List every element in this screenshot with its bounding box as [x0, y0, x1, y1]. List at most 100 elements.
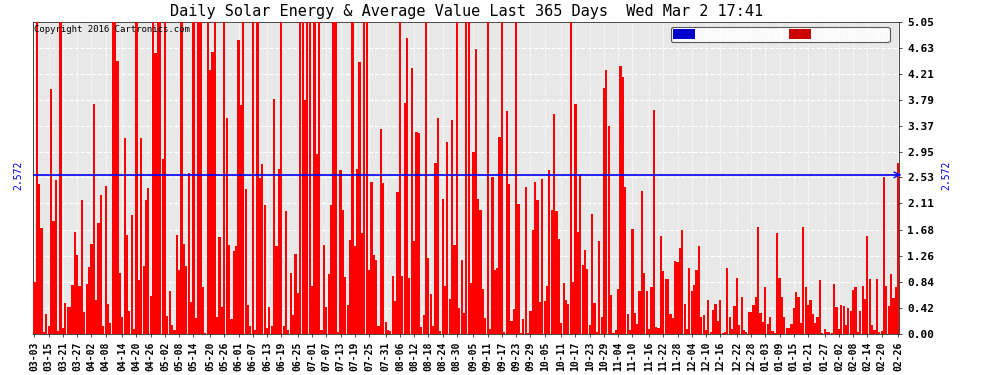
Bar [173, 330, 175, 334]
Bar [849, 311, 851, 334]
Title: Daily Solar Energy & Average Value Last 365 Days  Wed Mar 2 17:41: Daily Solar Energy & Average Value Last … [169, 4, 763, 19]
Text: 2.572: 2.572 [13, 160, 23, 189]
Bar [805, 287, 807, 334]
Bar [442, 199, 444, 334]
Bar [496, 268, 498, 334]
Bar [420, 327, 423, 334]
Bar [124, 138, 126, 334]
Bar [435, 162, 437, 334]
Bar [655, 327, 657, 334]
Bar [501, 12, 503, 334]
Bar [676, 262, 678, 334]
Bar [522, 319, 525, 334]
Bar [824, 329, 826, 334]
Bar [608, 126, 610, 334]
Bar [778, 278, 781, 334]
Bar [306, 12, 309, 334]
Bar [221, 307, 223, 334]
Bar [64, 303, 66, 334]
Legend: Average  ($), Daily  ($): Average ($), Daily ($) [671, 27, 890, 42]
Bar [416, 132, 418, 334]
Bar [757, 226, 759, 334]
Bar [406, 38, 408, 334]
Bar [859, 311, 861, 334]
Bar [664, 279, 666, 334]
Bar [710, 332, 712, 334]
Bar [659, 236, 662, 334]
Bar [249, 326, 251, 334]
Bar [598, 241, 600, 334]
Bar [36, 12, 38, 334]
Bar [703, 315, 705, 334]
Bar [821, 333, 824, 334]
Bar [287, 330, 289, 334]
Bar [639, 291, 641, 334]
Bar [292, 315, 294, 334]
Bar [358, 62, 360, 334]
Bar [401, 276, 403, 334]
Bar [741, 297, 742, 334]
Bar [48, 326, 50, 334]
Bar [520, 333, 522, 334]
Bar [81, 200, 83, 334]
Bar [333, 12, 335, 334]
Bar [78, 285, 80, 334]
Bar [440, 331, 442, 334]
Bar [458, 308, 460, 334]
Bar [766, 324, 769, 334]
Bar [166, 316, 168, 334]
Bar [754, 297, 757, 334]
Bar [430, 294, 432, 334]
Bar [311, 286, 313, 334]
Bar [121, 316, 124, 334]
Bar [769, 316, 771, 334]
Bar [781, 297, 783, 334]
Bar [868, 279, 871, 334]
Bar [620, 66, 622, 334]
Bar [648, 329, 650, 334]
Bar [537, 200, 539, 334]
Bar [783, 317, 785, 334]
Bar [712, 310, 714, 334]
Bar [314, 12, 316, 334]
Bar [838, 329, 840, 334]
Bar [707, 300, 710, 334]
Bar [88, 267, 90, 334]
Bar [534, 182, 537, 334]
Bar [61, 328, 64, 334]
Bar [467, 12, 470, 334]
Bar [377, 326, 379, 334]
Bar [527, 333, 529, 334]
Bar [309, 12, 311, 334]
Bar [499, 137, 501, 334]
Bar [750, 312, 752, 334]
Bar [304, 100, 306, 334]
Bar [185, 266, 187, 334]
Bar [577, 232, 579, 334]
Bar [105, 186, 107, 334]
Bar [700, 318, 702, 334]
Bar [95, 300, 97, 334]
Bar [375, 260, 377, 334]
Bar [238, 40, 240, 334]
Bar [829, 332, 831, 334]
Bar [112, 12, 114, 334]
Bar [245, 189, 247, 334]
Bar [506, 111, 508, 334]
Bar [795, 292, 797, 334]
Bar [268, 308, 270, 334]
Bar [171, 325, 173, 334]
Bar [776, 233, 778, 334]
Bar [814, 323, 817, 334]
Bar [126, 234, 128, 334]
Bar [705, 330, 707, 334]
Bar [188, 173, 190, 334]
Bar [448, 298, 450, 334]
Bar [38, 184, 41, 334]
Bar [788, 328, 790, 334]
Bar [627, 314, 629, 334]
Bar [774, 333, 776, 334]
Bar [216, 317, 218, 334]
Bar [861, 286, 863, 334]
Bar [114, 12, 116, 334]
